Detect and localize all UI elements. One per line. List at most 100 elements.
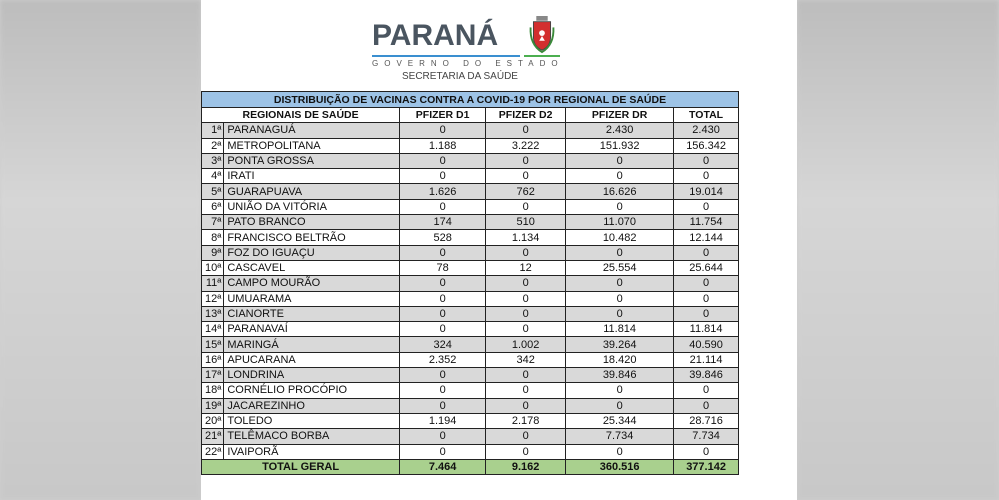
pfizer-d1: 0 bbox=[399, 122, 487, 139]
regional-name: UMUARAMA bbox=[223, 290, 401, 307]
regional-name: TELÊMACO BORBA bbox=[223, 428, 401, 445]
total-label: TOTAL GERAL bbox=[200, 458, 401, 476]
total: 19.014 bbox=[673, 183, 739, 200]
regional-name: PARANAVAÍ bbox=[223, 321, 401, 338]
total: 11.814 bbox=[673, 321, 739, 338]
pfizer-dr: 39.846 bbox=[565, 367, 675, 384]
table-row: 12ª UMUARAMA 0 0 0 0 bbox=[200, 290, 739, 307]
pfizer-dr: 0 bbox=[565, 244, 675, 261]
pfizer-dr: 0 bbox=[565, 152, 675, 170]
total: 0 bbox=[673, 152, 739, 170]
pfizer-d1: 0 bbox=[399, 290, 487, 307]
pfizer-d2: 0 bbox=[485, 305, 567, 323]
pfizer-d1: 0 bbox=[399, 428, 487, 445]
header-regional: REGIONAIS DE SAÚDE bbox=[200, 106, 401, 124]
table-row: 6ª UNIÃO DA VITÓRIA 0 0 0 0 bbox=[200, 198, 739, 216]
table-row: 17ª LONDRINA 0 0 39.846 39.846 bbox=[200, 367, 739, 384]
pfizer-dr: 7.734 bbox=[565, 428, 675, 445]
pfizer-dr: 0 bbox=[565, 168, 675, 185]
pfizer-dr: 10.482 bbox=[565, 229, 675, 246]
total: 0 bbox=[673, 382, 739, 399]
regional-name: CASCAVEL bbox=[223, 259, 401, 277]
regional-number: 13ª bbox=[200, 305, 225, 323]
table-title: DISTRIBUIÇÃO DE VACINAS CONTRA A COVID-1… bbox=[201, 91, 739, 108]
table-row: 13ª CIANORTE 0 0 0 0 bbox=[200, 305, 739, 323]
pfizer-d2: 510 bbox=[485, 214, 567, 231]
regional-name: MARINGÁ bbox=[223, 336, 401, 353]
pfizer-dr: 18.420 bbox=[565, 351, 675, 369]
pfizer-d2: 12 bbox=[485, 259, 567, 277]
pfizer-d2: 2.178 bbox=[485, 412, 567, 430]
pfizer-d2: 0 bbox=[485, 244, 567, 261]
regional-name: CORNÉLIO PROCÓPIO bbox=[223, 382, 401, 399]
regional-number: 6ª bbox=[200, 198, 225, 216]
pfizer-d1: 0 bbox=[399, 443, 487, 460]
table-row: 5ª GUARAPUAVA 1.626 762 16.626 19.014 bbox=[200, 183, 739, 200]
total: 12.144 bbox=[673, 229, 739, 246]
header-pfizer-d2: PFIZER D2 bbox=[485, 106, 567, 124]
pfizer-dr: 0 bbox=[565, 397, 675, 414]
total: 21.114 bbox=[673, 351, 739, 369]
regional-number: 10ª bbox=[200, 259, 225, 277]
regional-number: 3ª bbox=[200, 152, 225, 170]
total-d2: 9.162 bbox=[485, 458, 567, 476]
pfizer-d1: 528 bbox=[399, 229, 487, 246]
regional-name: FOZ DO IGUAÇU bbox=[223, 244, 401, 261]
regional-number: 5ª bbox=[200, 183, 225, 200]
regional-number: 7ª bbox=[200, 214, 225, 231]
blurred-background-right bbox=[797, 0, 999, 500]
pfizer-d2: 0 bbox=[485, 198, 567, 216]
regional-name: APUCARANA bbox=[223, 351, 401, 369]
pfizer-d2: 0 bbox=[485, 122, 567, 139]
pfizer-d2: 0 bbox=[485, 397, 567, 414]
table-row: 16ª APUCARANA 2.352 342 18.420 21.114 bbox=[200, 351, 739, 369]
header-pfizer-dr: PFIZER DR bbox=[565, 106, 675, 124]
table-row: 18ª CORNÉLIO PROCÓPIO 0 0 0 0 bbox=[200, 382, 739, 399]
regional-name: PARANAGUÁ bbox=[223, 122, 401, 139]
pfizer-d1: 174 bbox=[399, 214, 487, 231]
pfizer-dr: 0 bbox=[565, 305, 675, 323]
pfizer-dr: 0 bbox=[565, 275, 675, 292]
pfizer-d2: 0 bbox=[485, 443, 567, 460]
regional-name: FRANCISCO BELTRÃO bbox=[223, 229, 401, 246]
header-total: TOTAL bbox=[673, 106, 739, 124]
total: 2.430 bbox=[673, 122, 739, 139]
pfizer-d2: 342 bbox=[485, 351, 567, 369]
pfizer-dr: 0 bbox=[565, 443, 675, 460]
parana-logo: PARANÁ GOVERNO DO ESTADO SECRETARIA DA S… bbox=[372, 16, 564, 84]
pfizer-d2: 0 bbox=[485, 428, 567, 445]
table-row: 2ª METROPOLITANA 1.188 3.222 151.932 156.342 bbox=[200, 137, 739, 154]
table-row: 21ª TELÊMACO BORBA 0 0 7.734 7.734 bbox=[200, 428, 739, 445]
pfizer-dr: 25.554 bbox=[565, 259, 675, 277]
pfizer-d1: 0 bbox=[399, 321, 487, 338]
regional-name: UNIÃO DA VITÓRIA bbox=[223, 198, 401, 216]
pfizer-d2: 3.222 bbox=[485, 137, 567, 154]
regional-name: PATO BRANCO bbox=[223, 214, 401, 231]
regional-number: 12ª bbox=[200, 290, 225, 307]
regional-number: 4ª bbox=[200, 168, 225, 185]
header-pfizer-d1: PFIZER D1 bbox=[399, 106, 487, 124]
pfizer-dr: 25.344 bbox=[565, 412, 675, 430]
regional-name: LONDRINA bbox=[223, 367, 401, 384]
total: 25.644 bbox=[673, 259, 739, 277]
regional-number: 2ª bbox=[200, 137, 225, 154]
total: 0 bbox=[673, 397, 739, 414]
logo-green-bar bbox=[524, 55, 560, 57]
regional-number: 9ª bbox=[200, 244, 225, 261]
table-row: 11ª CAMPO MOURÃO 0 0 0 0 bbox=[200, 275, 739, 292]
table-row: 3ª PONTA GROSSA 0 0 0 0 bbox=[200, 152, 739, 170]
pfizer-d2: 1.134 bbox=[485, 229, 567, 246]
regional-number: 15ª bbox=[200, 336, 225, 353]
pfizer-d1: 0 bbox=[399, 168, 487, 185]
regional-number: 1ª bbox=[200, 122, 225, 139]
regional-number: 21ª bbox=[200, 428, 225, 445]
total: 7.734 bbox=[673, 428, 739, 445]
pfizer-d1: 0 bbox=[399, 198, 487, 216]
pfizer-dr: 11.814 bbox=[565, 321, 675, 338]
logo-subtitle: GOVERNO DO ESTADO bbox=[372, 59, 564, 68]
regional-number: 20ª bbox=[200, 412, 225, 430]
pfizer-dr: 0 bbox=[565, 382, 675, 399]
pfizer-d2: 0 bbox=[485, 152, 567, 170]
pfizer-dr: 16.626 bbox=[565, 183, 675, 200]
pfizer-d1: 1.188 bbox=[399, 137, 487, 154]
